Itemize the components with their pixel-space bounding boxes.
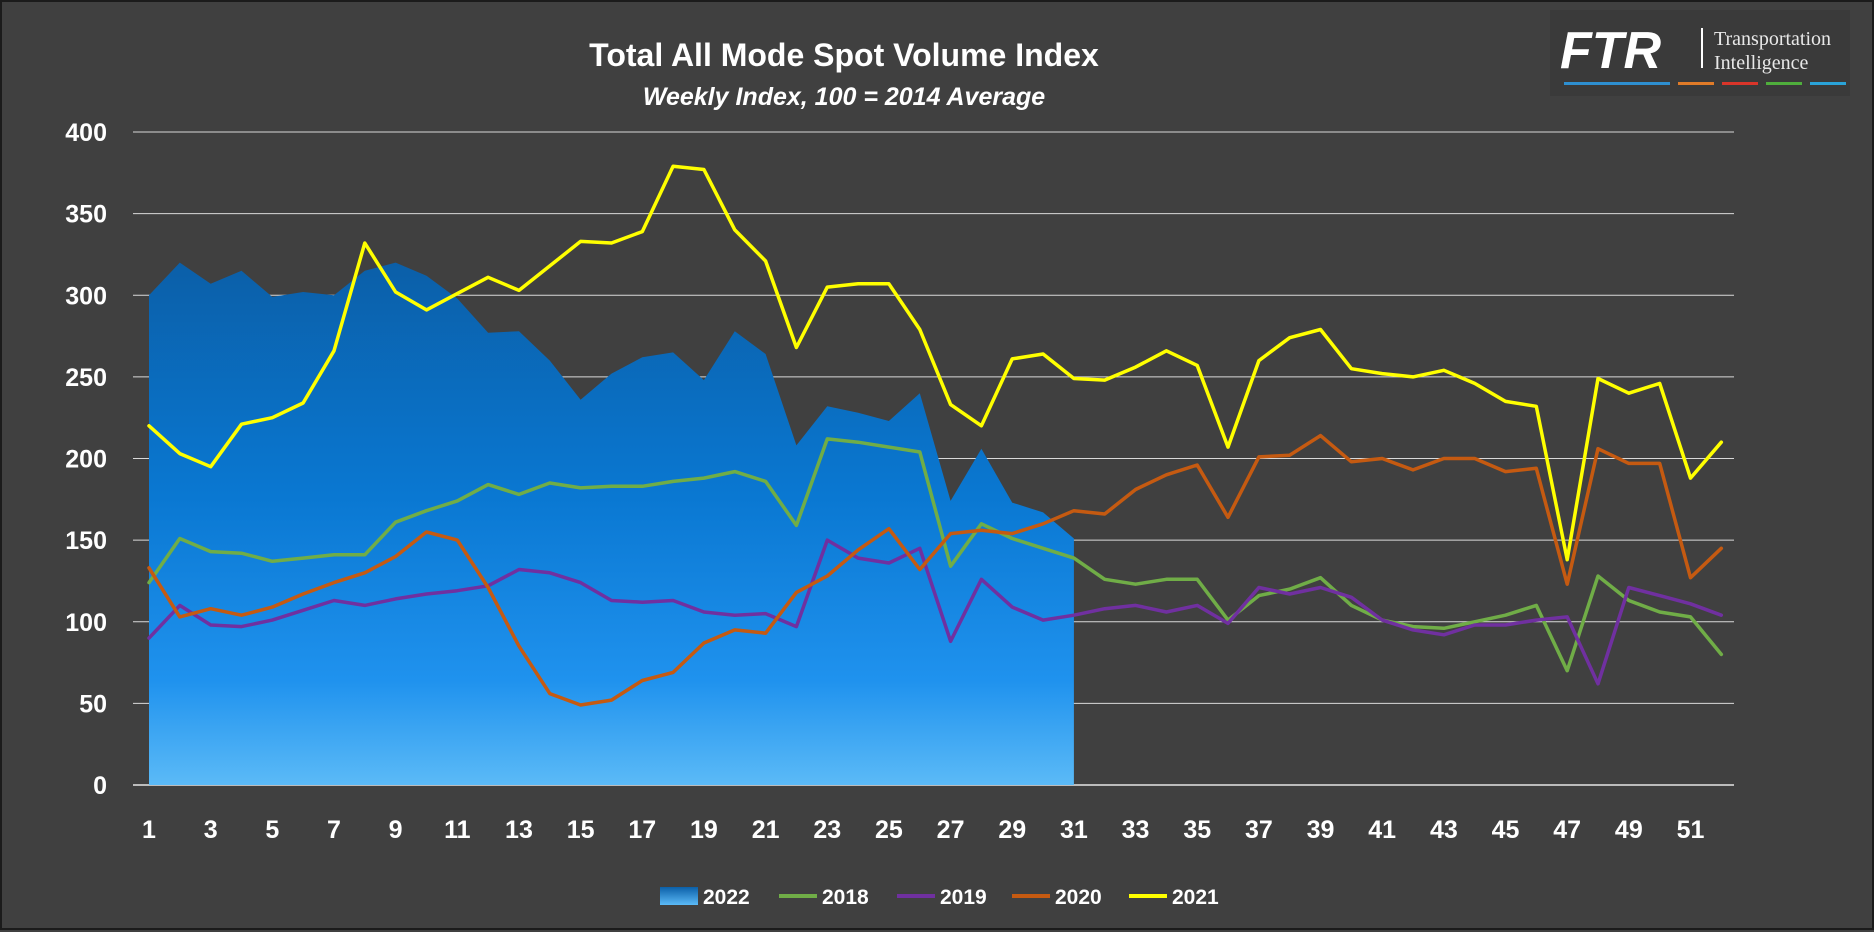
x-tick-label: 47 (1553, 816, 1581, 844)
line-series (147, 164, 1724, 707)
x-tick-label: 7 (327, 816, 341, 844)
x-tick-label: 1 (142, 816, 156, 844)
x-tick-label: 33 (1122, 816, 1150, 844)
chart-subtitle: Weekly Index, 100 = 2014 Average (643, 83, 1045, 111)
y-tick-label: 350 (65, 201, 107, 229)
legend-label-2020: 2020 (1055, 886, 1102, 909)
logo-stripe (1564, 82, 1670, 85)
x-tick-label: 11 (444, 816, 471, 844)
x-tick-label: 5 (265, 816, 279, 844)
y-tick-label: 150 (65, 527, 107, 555)
x-tick-label: 15 (567, 816, 595, 844)
x-tick-label: 37 (1245, 816, 1273, 844)
logo-mark: FTR (1560, 22, 1662, 80)
x-tick-label: 23 (813, 816, 841, 844)
legend-label-2022: 2022 (703, 886, 750, 909)
x-tick-label: 17 (628, 816, 656, 844)
logo-line-1: Transportation (1714, 28, 1831, 50)
legend-label-2021: 2021 (1172, 886, 1219, 909)
y-tick-label: 400 (65, 119, 107, 147)
y-tick-label: 200 (65, 446, 107, 474)
logo-line-2: Intelligence (1714, 52, 1809, 74)
ftr-logo: FTR Transportation Intelligence (1550, 10, 1850, 96)
line-series-2018 (147, 437, 1724, 673)
x-tick-label: 35 (1183, 816, 1211, 844)
logo-stripe (1766, 82, 1802, 85)
logo-stripe (1810, 82, 1846, 85)
legend-swatch-2022 (660, 887, 698, 905)
x-tick-label: 39 (1307, 816, 1335, 844)
y-tick-label: 0 (93, 772, 107, 800)
logo-background (1550, 10, 1850, 96)
x-axis-ticks: 1 3 5 7 9 11 13 15 17 19 21 23 25 27 29 31 33 35 37 39 41 43 4… (142, 816, 1704, 844)
logo-stripe (1678, 82, 1714, 85)
x-tick-label: 27 (937, 816, 965, 844)
x-tick-label: 9 (389, 816, 403, 844)
x-tick-label: 41 (1368, 816, 1396, 844)
logo-stripes (1564, 82, 1846, 85)
y-tick-label: 300 (65, 282, 107, 310)
x-tick-label: 19 (690, 816, 718, 844)
x-tick-label: 29 (998, 816, 1026, 844)
chart-title: Total All Mode Spot Volume Index (589, 37, 1099, 73)
area-series-2022 (149, 262, 1074, 786)
x-tick-label: 3 (204, 816, 218, 844)
area-series (149, 262, 1074, 786)
x-tick-label: 43 (1430, 816, 1458, 844)
x-tick-label: 13 (505, 816, 533, 844)
y-tick-label: 250 (65, 364, 107, 392)
y-axis-ticks: 0 50 100 150 200 250 300 350 400 (65, 119, 107, 800)
y-tick-label: 100 (65, 609, 107, 637)
y-tick-label: 50 (79, 690, 107, 718)
legend: 2022 2018 2019 2020 2021 (660, 886, 1219, 909)
x-tick-label: 51 (1677, 816, 1705, 844)
legend-label-2018: 2018 (822, 886, 869, 909)
logo-stripe (1722, 82, 1758, 85)
x-tick-label: 31 (1060, 816, 1088, 844)
x-tick-label: 45 (1492, 816, 1520, 844)
x-tick-label: 21 (752, 816, 780, 844)
x-tick-label: 25 (875, 816, 903, 844)
line-series-2021 (147, 164, 1724, 562)
legend-label-2019: 2019 (940, 886, 987, 909)
line-series-2019 (147, 538, 1724, 686)
line-series-2020 (147, 433, 1724, 707)
x-tick-label: 49 (1615, 816, 1643, 844)
